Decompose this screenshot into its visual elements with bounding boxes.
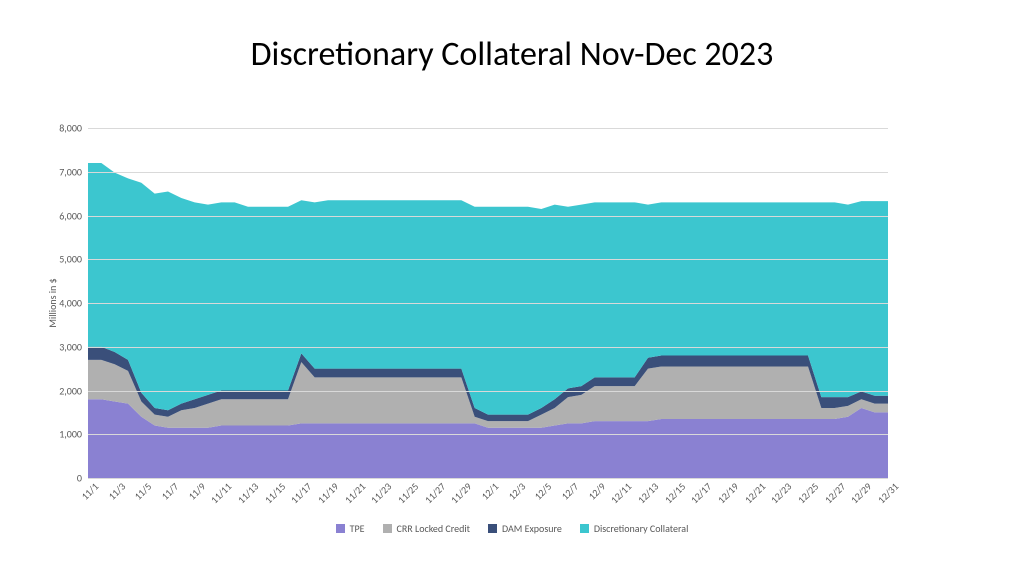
gridline bbox=[88, 303, 888, 304]
legend-item: TPE bbox=[336, 522, 365, 535]
gridline bbox=[88, 434, 888, 435]
x-tick-label: 12/13 bbox=[632, 480, 661, 509]
x-tick-label: 11/21 bbox=[339, 480, 368, 509]
x-tick-label: 12/7 bbox=[552, 480, 581, 509]
y-tick-label: 4,000 bbox=[59, 297, 82, 310]
legend-label: CRR Locked Credit bbox=[397, 522, 470, 535]
y-tick-label: 8,000 bbox=[59, 122, 82, 135]
x-tick-label: 12/19 bbox=[712, 480, 741, 509]
x-tick-label: 12/21 bbox=[739, 480, 768, 509]
y-tick-label: 3,000 bbox=[59, 340, 82, 353]
legend-item: CRR Locked Credit bbox=[383, 522, 470, 535]
legend-label: DAM Exposure bbox=[502, 522, 562, 535]
x-tick-label: 12/15 bbox=[659, 480, 688, 509]
y-tick-label: 7,000 bbox=[59, 165, 82, 178]
x-tick-label: 12/25 bbox=[792, 480, 821, 509]
x-tick-label: 11/3 bbox=[99, 480, 128, 509]
x-tick-label: 12/1 bbox=[472, 480, 501, 509]
x-tick-label: 11/29 bbox=[446, 480, 475, 509]
x-tick-label: 11/17 bbox=[286, 480, 315, 509]
x-tick-label: 12/17 bbox=[686, 480, 715, 509]
x-tick-label: 12/29 bbox=[846, 480, 875, 509]
x-tick-label: 12/31 bbox=[872, 480, 901, 509]
x-tick-label: 12/3 bbox=[499, 480, 528, 509]
x-tick-label: 12/9 bbox=[579, 480, 608, 509]
x-tick-label: 11/13 bbox=[232, 480, 261, 509]
slide: Discretionary Collateral Nov-Dec 2023 Mi… bbox=[0, 0, 1024, 576]
y-tick-label: 5,000 bbox=[59, 253, 82, 266]
y-tick-label: 6,000 bbox=[59, 209, 82, 222]
x-tick-label: 11/15 bbox=[259, 480, 288, 509]
x-tick-label: 12/11 bbox=[606, 480, 635, 509]
legend-swatch bbox=[580, 524, 589, 533]
area-chart: Millions in $ 01,0002,0003,0004,0005,000… bbox=[88, 128, 888, 478]
y-axis-label: Millions in $ bbox=[46, 278, 59, 327]
x-tick-label: 11/5 bbox=[126, 480, 155, 509]
y-tick-label: 2,000 bbox=[59, 384, 82, 397]
legend: TPE CRR Locked Credit DAM Exposure Discreti… bbox=[0, 522, 1024, 535]
x-tick-label: 12/23 bbox=[766, 480, 795, 509]
legend-label: Discretionary Collateral bbox=[594, 522, 689, 535]
legend-item: DAM Exposure bbox=[488, 522, 562, 535]
page-title: Discretionary Collateral Nov-Dec 2023 bbox=[0, 34, 1024, 75]
x-tick-label: 11/9 bbox=[179, 480, 208, 509]
gridline bbox=[88, 347, 888, 348]
legend-swatch bbox=[488, 524, 497, 533]
x-tick-label: 12/27 bbox=[819, 480, 848, 509]
legend-swatch bbox=[383, 524, 392, 533]
gridline bbox=[88, 128, 888, 129]
plot-area bbox=[88, 128, 888, 478]
x-tick-label: 11/11 bbox=[206, 480, 235, 509]
x-tick-label: 11/25 bbox=[392, 480, 421, 509]
gridline bbox=[88, 478, 888, 479]
legend-label: TPE bbox=[350, 522, 365, 535]
gridline bbox=[88, 391, 888, 392]
x-tick-label: 11/7 bbox=[152, 480, 181, 509]
gridline bbox=[88, 172, 888, 173]
x-tick-label: 11/19 bbox=[312, 480, 341, 509]
x-axis-labels: 11/111/311/511/711/911/1111/1311/1511/17… bbox=[88, 480, 888, 520]
legend-item: Discretionary Collateral bbox=[580, 522, 689, 535]
gridline bbox=[88, 216, 888, 217]
legend-swatch bbox=[336, 524, 345, 533]
y-tick-label: 0 bbox=[77, 472, 82, 485]
x-tick-label: 12/5 bbox=[526, 480, 555, 509]
x-tick-label: 11/27 bbox=[419, 480, 448, 509]
y-tick-label: 1,000 bbox=[59, 428, 82, 441]
gridline bbox=[88, 259, 888, 260]
x-tick-label: 11/23 bbox=[366, 480, 395, 509]
